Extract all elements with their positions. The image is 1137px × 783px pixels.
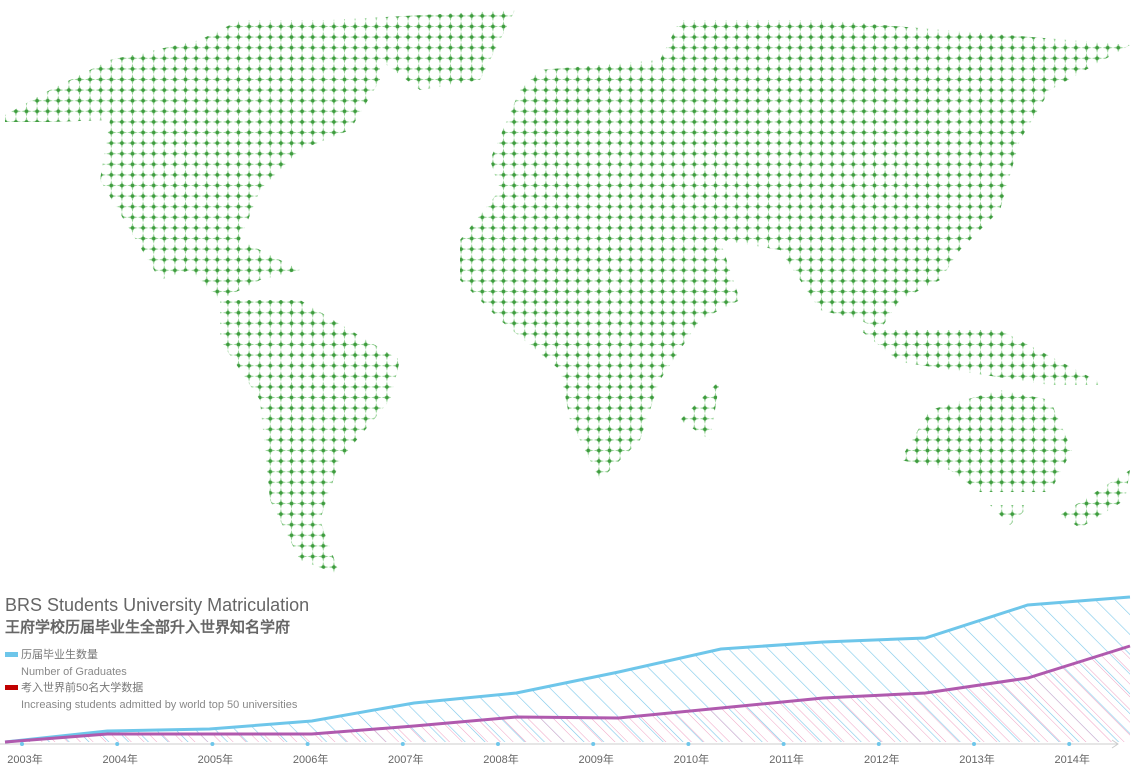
series-line <box>4 644 1131 744</box>
area-fill <box>5 646 1130 742</box>
x-tick-dot <box>686 742 691 746</box>
x-tick-label: 2008年 <box>483 752 518 766</box>
subtitle: 王府学校历届毕业生全部升入世界知名学府 <box>5 618 290 636</box>
x-tick-label: 2005年 <box>198 752 233 766</box>
legend-label: 考入世界前50名大学数据 <box>21 680 143 694</box>
x-tick-label: 2014年 <box>1054 752 1089 766</box>
x-tick-dot <box>781 742 786 746</box>
legend-label: 历届毕业生数量 <box>21 647 98 661</box>
x-tick-label: 2009年 <box>578 752 613 766</box>
x-tick-dot <box>591 742 596 746</box>
x-tick-dot <box>400 742 405 746</box>
x-tick-dot <box>1067 742 1072 746</box>
x-tick-dot <box>305 742 310 746</box>
x-tick-dot <box>496 742 500 746</box>
x-tick-label: 2013年 <box>959 752 994 766</box>
legend-description: Increasing students admitted by world to… <box>21 699 298 711</box>
legend-description: Number of Graduates <box>21 666 127 678</box>
world-map <box>5 10 1130 575</box>
x-tick-dot <box>115 742 120 746</box>
x-tick-dot <box>876 742 881 746</box>
x-tick-label: 2010年 <box>674 752 709 766</box>
title: BRS Students University Matriculation <box>5 595 309 615</box>
x-tick-dot <box>210 742 215 746</box>
x-tick-label: 2004年 <box>102 752 137 766</box>
x-tick-label: 2003年 <box>7 752 42 766</box>
x-tick-label: 2011年 <box>769 752 804 766</box>
series-line <box>4 595 1131 744</box>
x-tick-dot <box>20 742 24 746</box>
x-tick-label: 2006年 <box>293 752 328 766</box>
legend: 历届毕业生数量 Number of Graduates 考入世界前50名大学数据 In… <box>5 647 298 711</box>
x-tick-label: 2012年 <box>864 752 899 766</box>
legend-swatch <box>5 685 18 690</box>
x-tick-dot <box>972 742 976 746</box>
x-tick-label: 2007年 <box>388 752 423 766</box>
axis-arrow <box>1111 739 1119 749</box>
legend-swatch <box>5 652 18 657</box>
plot: 2003年 2004年 2005年 2006年 2007年 2008年 2009年 2010年… <box>0 595 1131 766</box>
